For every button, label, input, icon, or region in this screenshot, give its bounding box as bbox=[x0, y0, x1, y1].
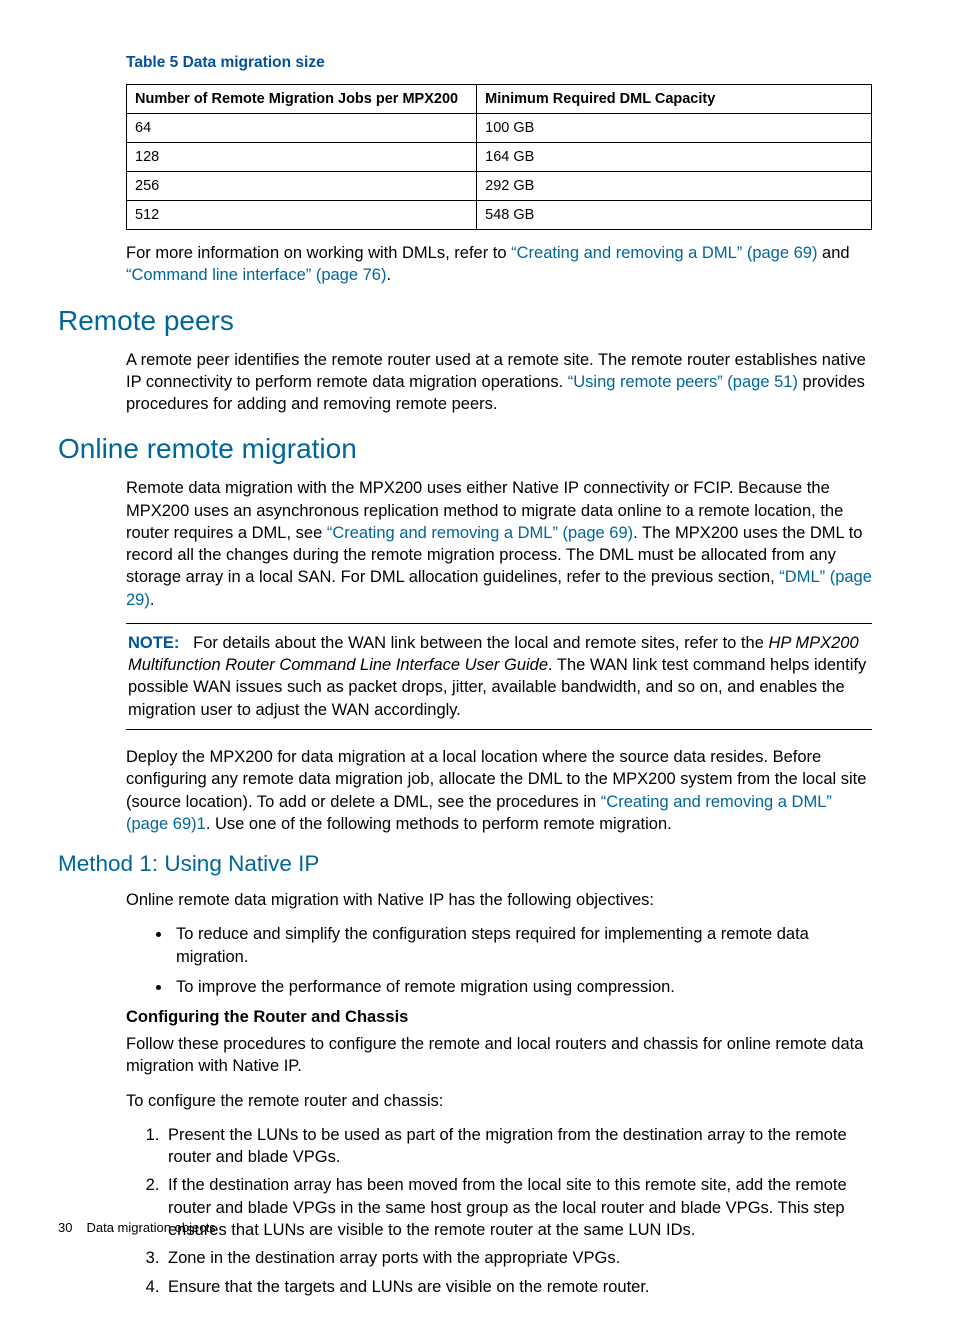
objectives-list: To reduce and simplify the configuration… bbox=[126, 923, 872, 998]
page-footer: 30 Data migration objects bbox=[58, 1220, 216, 1235]
remote-peers-paragraph: A remote peer identifies the remote rout… bbox=[126, 349, 872, 416]
online-remote-p2: Deploy the MPX200 for data migration at … bbox=[126, 746, 872, 835]
data-migration-size-table: Number of Remote Migration Jobs per MPX2… bbox=[126, 84, 872, 230]
note-text-pre: For details about the WAN link between t… bbox=[193, 634, 768, 652]
list-item: If the destination array has been moved … bbox=[164, 1174, 872, 1241]
table-cell: 548 GB bbox=[477, 201, 872, 230]
config-lead: To configure the remote router and chass… bbox=[126, 1090, 872, 1112]
list-item: To improve the performance of remote mig… bbox=[172, 976, 872, 998]
list-item: Zone in the destination array ports with… bbox=[164, 1247, 872, 1269]
link-creating-removing-dml[interactable]: “Creating and removing a DML” (page 69) bbox=[511, 244, 817, 262]
heading-configuring-router: Configuring the Router and Chassis bbox=[126, 1008, 872, 1027]
table-cell: 512 bbox=[127, 201, 477, 230]
link-using-remote-peers[interactable]: “Using remote peers” (page 51) bbox=[568, 373, 798, 391]
text: . Use one of the following methods to pe… bbox=[206, 815, 672, 833]
online-remote-p1: Remote data migration with the MPX200 us… bbox=[126, 477, 872, 611]
config-intro: Follow these procedures to configure the… bbox=[126, 1033, 872, 1078]
dml-ref-paragraph: For more information on working with DML… bbox=[126, 242, 872, 287]
table-cell: 164 GB bbox=[477, 143, 872, 172]
list-item: Ensure that the targets and LUNs are vis… bbox=[164, 1276, 872, 1298]
link-creating-removing-dml-2[interactable]: “Creating and removing a DML” (page 69) bbox=[327, 524, 633, 542]
heading-method-1: Method 1: Using Native IP bbox=[58, 851, 872, 877]
table-cell: 292 GB bbox=[477, 172, 872, 201]
text: . bbox=[150, 591, 155, 609]
table-row: 128 164 GB bbox=[127, 143, 872, 172]
table-cell: 64 bbox=[127, 114, 477, 143]
note-label: NOTE: bbox=[128, 634, 179, 652]
text: and bbox=[817, 244, 849, 262]
page-number: 30 bbox=[58, 1220, 72, 1235]
table-row: 512 548 GB bbox=[127, 201, 872, 230]
table-caption: Table 5 Data migration size bbox=[126, 54, 872, 72]
text: . bbox=[386, 266, 391, 284]
footer-section: Data migration objects bbox=[86, 1220, 215, 1235]
table-cell: 100 GB bbox=[477, 114, 872, 143]
table-row: 64 100 GB bbox=[127, 114, 872, 143]
table-header: Number of Remote Migration Jobs per MPX2… bbox=[127, 85, 477, 114]
text: For more information on working with DML… bbox=[126, 244, 511, 262]
table-cell: 128 bbox=[127, 143, 477, 172]
config-steps: Present the LUNs to be used as part of t… bbox=[126, 1124, 872, 1298]
method1-intro: Online remote data migration with Native… bbox=[126, 889, 872, 911]
note-block: NOTE: For details about the WAN link bet… bbox=[126, 623, 872, 730]
heading-remote-peers: Remote peers bbox=[58, 305, 872, 337]
list-item: To reduce and simplify the configuration… bbox=[172, 923, 872, 968]
link-cli[interactable]: “Command line interface” (page 76) bbox=[126, 266, 386, 284]
table-cell: 256 bbox=[127, 172, 477, 201]
table-row: 256 292 GB bbox=[127, 172, 872, 201]
table-header: Minimum Required DML Capacity bbox=[477, 85, 872, 114]
list-item: Present the LUNs to be used as part of t… bbox=[164, 1124, 872, 1169]
heading-online-remote-migration: Online remote migration bbox=[58, 433, 872, 465]
